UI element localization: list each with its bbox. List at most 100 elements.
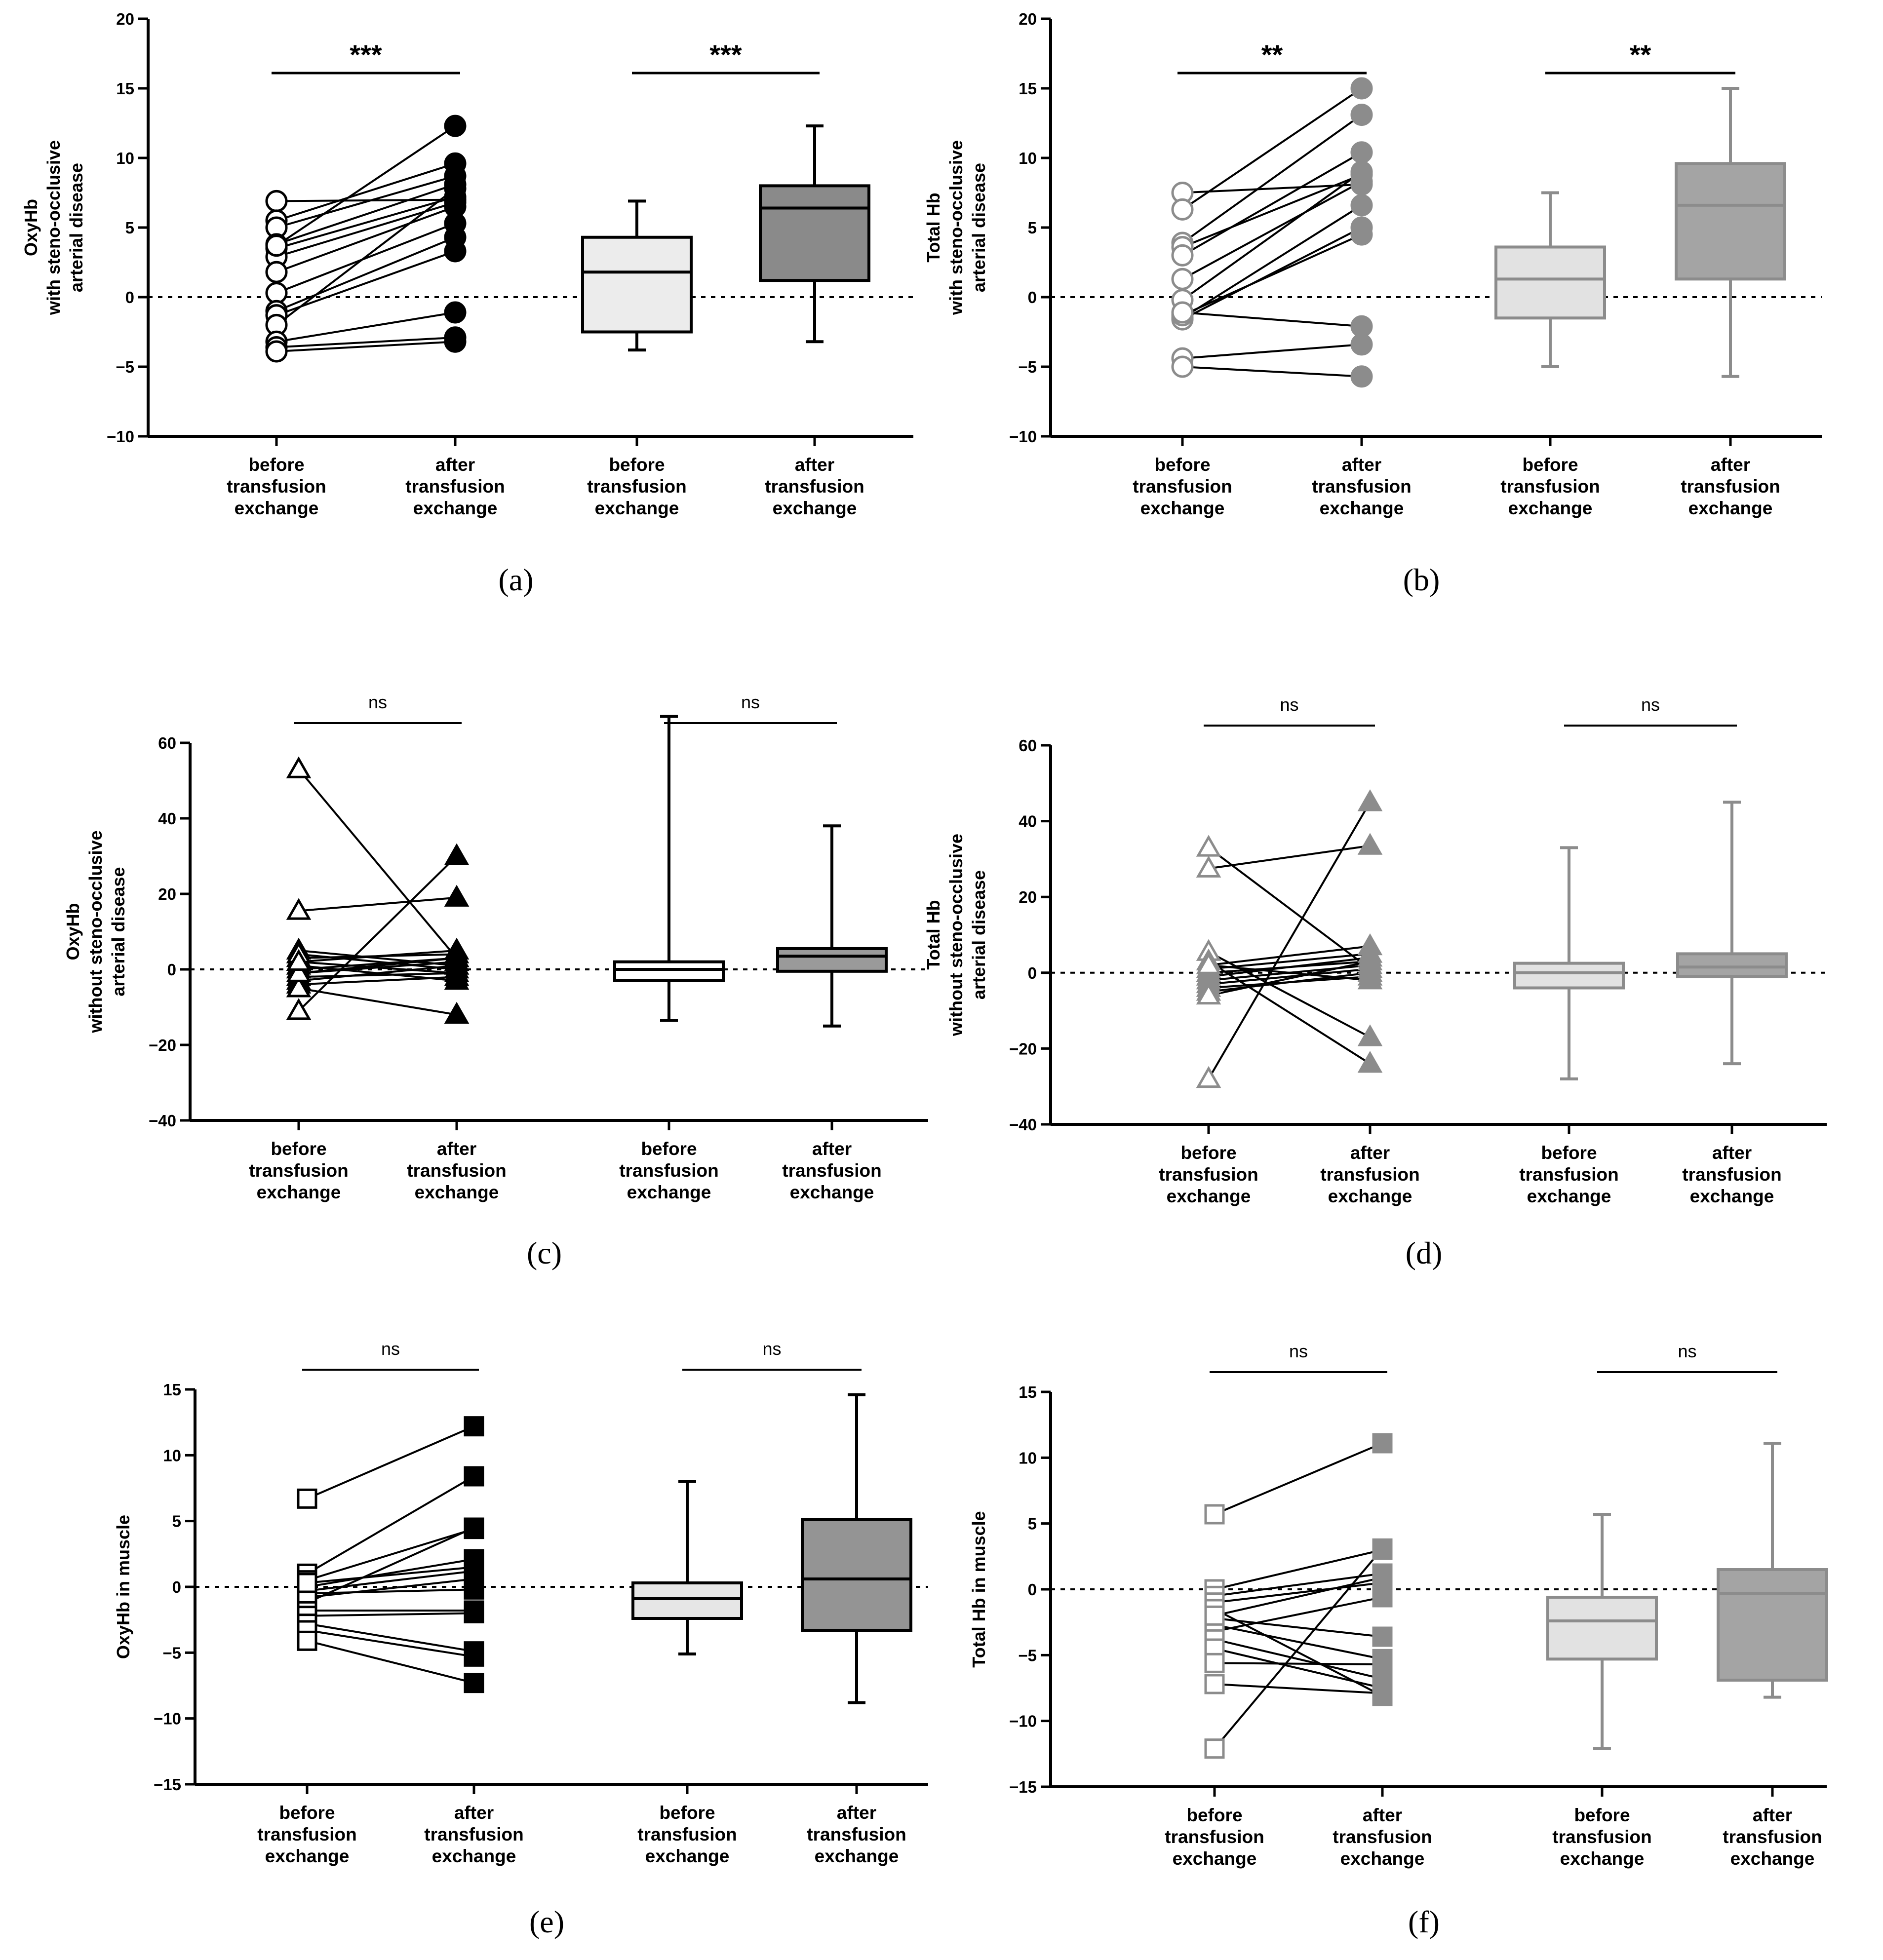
x-category-label: after xyxy=(837,1803,876,1823)
x-category-label: transfusion xyxy=(807,1824,906,1845)
x-category-label: exchange xyxy=(1140,498,1225,518)
panel-caption: (a) xyxy=(498,562,533,597)
x-category-label: exchange xyxy=(1328,1186,1412,1206)
paired-line xyxy=(276,222,456,294)
panel-caption: (f) xyxy=(1408,1904,1440,1939)
y-axis-label: without steno-occlusive xyxy=(946,834,966,1037)
paired-line xyxy=(276,175,456,229)
point-after xyxy=(1357,833,1383,855)
significance-label: ns xyxy=(741,692,760,712)
y-tick-label: 0 xyxy=(125,288,134,307)
y-axis-label: OxyHb xyxy=(63,903,83,960)
x-category-label: before xyxy=(1180,1143,1236,1163)
point-before xyxy=(286,998,312,1020)
x-category-label: before xyxy=(1574,1805,1630,1825)
point-before xyxy=(1171,301,1194,324)
paired-line xyxy=(1214,1624,1383,1660)
point-after xyxy=(464,1673,484,1693)
point-after xyxy=(1350,194,1373,217)
paired-line xyxy=(1182,173,1362,248)
y-axis-label: with steno-occlusive xyxy=(946,140,966,315)
box-iqr xyxy=(613,960,725,982)
box-iqr xyxy=(1675,162,1786,281)
paired-line xyxy=(307,1612,474,1617)
y-axis-label: Total Hb xyxy=(923,192,943,262)
paired-line xyxy=(307,1588,474,1595)
y-tick-label: 15 xyxy=(1019,79,1037,98)
point-after xyxy=(1350,365,1373,388)
paired-line xyxy=(1214,1596,1383,1633)
x-category-label: after xyxy=(1350,1143,1390,1163)
x-category-label: exchange xyxy=(773,498,857,518)
point-before xyxy=(1171,268,1194,290)
panel-caption: (b) xyxy=(1403,562,1440,597)
x-category-label: exchange xyxy=(1167,1186,1251,1206)
x-category-label: before xyxy=(271,1139,326,1159)
point-before xyxy=(1204,1605,1225,1626)
paired-line xyxy=(1214,1549,1383,1590)
x-category-label: transfusion xyxy=(587,476,686,497)
x-category-label: transfusion xyxy=(619,1160,718,1181)
x-category-label: exchange xyxy=(595,498,679,518)
x-category-label: exchange xyxy=(1508,498,1593,518)
point-before xyxy=(1196,1066,1221,1088)
paired-line xyxy=(307,1558,474,1588)
x-category-label: transfusion xyxy=(1312,476,1411,497)
x-category-label: transfusion xyxy=(1133,476,1232,497)
box-iqr xyxy=(631,1581,743,1620)
y-tick-label: 20 xyxy=(1019,10,1037,28)
point-before xyxy=(1171,355,1194,378)
y-tick-label: 10 xyxy=(163,1446,181,1464)
y-axis-label: OxyHb in muscle xyxy=(113,1515,133,1659)
x-category-label: exchange xyxy=(1688,498,1773,518)
y-tick-label: −5 xyxy=(1018,358,1037,376)
point-before xyxy=(1196,835,1221,857)
point-before xyxy=(265,234,288,257)
panel-d: −40−200204060beforetransfusionexchangeaf… xyxy=(923,694,1827,1270)
point-before xyxy=(1204,1674,1225,1694)
box-iqr xyxy=(1513,961,1625,990)
y-tick-label: 10 xyxy=(116,149,134,167)
point-before xyxy=(1196,855,1221,878)
paired-line xyxy=(307,1629,474,1658)
paired-line xyxy=(298,987,457,1016)
paired-line xyxy=(1181,87,1363,210)
x-category-label: exchange xyxy=(432,1846,516,1866)
x-category-label: exchange xyxy=(1730,1848,1815,1869)
y-tick-label: −15 xyxy=(154,1775,181,1794)
paired-line xyxy=(1214,1573,1383,1597)
point-after xyxy=(464,1466,484,1487)
x-category-label: before xyxy=(279,1803,335,1823)
point-before xyxy=(286,756,312,778)
y-tick-label: −10 xyxy=(107,427,134,446)
point-before xyxy=(286,960,312,982)
x-category-label: exchange xyxy=(413,498,498,518)
paired-line xyxy=(276,183,456,245)
point-after xyxy=(444,115,467,137)
paired-line xyxy=(276,205,456,273)
significance-label: ** xyxy=(1630,39,1651,70)
y-tick-label: 0 xyxy=(167,961,176,979)
x-category-label: exchange xyxy=(1560,1848,1645,1869)
x-category-label: transfusion xyxy=(424,1824,523,1845)
point-after xyxy=(444,1001,470,1024)
paired-line xyxy=(1214,1638,1383,1680)
x-category-label: after xyxy=(1712,1143,1752,1163)
paired-line xyxy=(1208,964,1371,982)
x-category-label: after xyxy=(1753,1805,1792,1825)
y-tick-label: −10 xyxy=(1009,427,1037,446)
x-category-label: before xyxy=(248,455,304,475)
paired-line xyxy=(298,957,457,974)
paired-line xyxy=(1182,181,1362,280)
point-before xyxy=(286,949,312,971)
y-tick-label: 20 xyxy=(1019,888,1037,906)
point-after xyxy=(1357,789,1383,811)
x-category-label: transfusion xyxy=(782,1160,881,1181)
paired-line xyxy=(307,1528,474,1581)
y-axis-label: arterial disease xyxy=(969,870,989,999)
x-category-label: before xyxy=(1154,455,1210,475)
x-category-label: exchange xyxy=(645,1846,730,1866)
point-after xyxy=(464,1416,484,1437)
paired-line xyxy=(1182,233,1362,316)
y-axis-label: OxyHb xyxy=(21,199,41,256)
